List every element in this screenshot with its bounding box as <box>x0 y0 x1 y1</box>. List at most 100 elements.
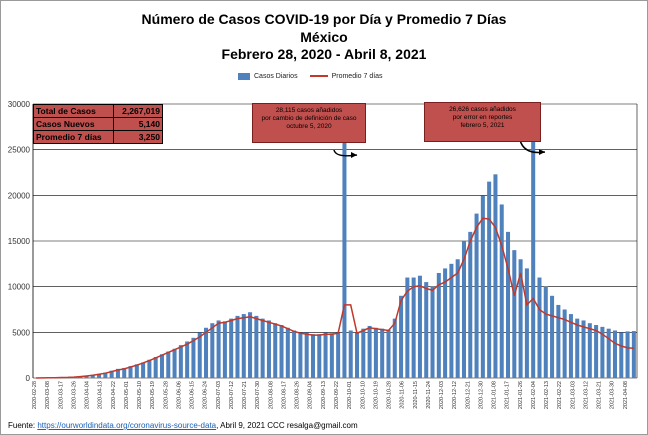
x-tick-label: 2020-10-10 <box>360 381 366 409</box>
x-tick-label: 2020-05-19 <box>150 381 156 409</box>
x-tick-label: 2020-07-30 <box>255 381 261 409</box>
bar <box>386 329 391 378</box>
x-tick-label: 2020-07-03 <box>216 381 222 409</box>
annotation-line: octubre 5, 2020 <box>286 123 332 130</box>
x-tick-label: 2021-03-12 <box>583 381 589 409</box>
legend-swatch-bars <box>238 72 250 80</box>
bar <box>493 174 498 378</box>
stats-label: Promedio 7 días <box>32 130 115 144</box>
bar <box>612 330 617 378</box>
y-tick-label: 0 <box>26 374 31 383</box>
bar <box>329 333 334 378</box>
bar <box>348 330 353 378</box>
bar <box>619 332 624 378</box>
bar <box>531 134 536 378</box>
bar <box>417 275 422 378</box>
y-tick-label: 15000 <box>8 237 31 246</box>
bar <box>474 213 479 378</box>
source-link[interactable]: https://ourworldindata.org/coronavirus-s… <box>37 421 217 430</box>
legend-label-bars: Casos Diarios <box>254 72 298 80</box>
bar <box>298 332 303 378</box>
bar <box>455 259 460 378</box>
x-tick-label: 2020-10-19 <box>373 381 379 409</box>
footer-prefix: Fuente: <box>8 421 38 430</box>
bar <box>575 318 580 378</box>
bar <box>254 315 259 378</box>
x-tick-label: 2021-02-13 <box>544 381 550 409</box>
bar <box>134 364 139 378</box>
stats-value: 3,250 <box>113 130 163 144</box>
bar <box>380 328 385 378</box>
annotation-line: 26,626 casos añadidos <box>449 106 516 113</box>
bar <box>367 325 372 378</box>
bar <box>115 368 120 378</box>
x-tick-label: 2020-11-24 <box>426 381 432 409</box>
bar <box>229 318 234 378</box>
chart-subtitle-daterange: Febrero 28, 2020 - Abril 8, 2021 <box>221 46 427 62</box>
x-tick-label: 2020-02-28 <box>32 381 38 409</box>
bar <box>443 268 448 378</box>
bar <box>204 327 209 378</box>
source-footer: Fuente: https://ourworldindata.org/coron… <box>8 421 358 430</box>
x-tick-label: 2020-08-17 <box>281 381 287 409</box>
series-line-7day-avg <box>36 217 634 379</box>
y-tick-label: 5000 <box>12 328 30 337</box>
bar <box>273 323 278 378</box>
bar <box>487 181 492 378</box>
x-tick-label: 2021-02-04 <box>531 381 537 409</box>
bar <box>543 286 548 378</box>
bar <box>90 374 95 378</box>
bar <box>128 366 133 378</box>
y-tick-label: 10000 <box>8 283 31 292</box>
x-tick-label: 2020-03-26 <box>71 381 77 409</box>
stats-label: Casos Nuevos <box>32 117 115 131</box>
annotation-line: 28,115 casos añadidos <box>275 107 343 114</box>
x-tick-label: 2020-06-24 <box>203 381 209 409</box>
x-tick-label: 2020-10-01 <box>347 381 353 409</box>
bar <box>317 334 322 378</box>
bar <box>122 367 127 378</box>
bar <box>97 373 102 378</box>
x-tick-label: 2020-11-15 <box>413 381 419 409</box>
bar <box>336 332 341 378</box>
bar <box>631 331 636 378</box>
bar <box>430 286 435 378</box>
chart-title: Número de Casos COVID-19 por Día y Prome… <box>141 11 507 27</box>
bar <box>581 320 586 378</box>
x-tick-label: 2020-11-06 <box>400 381 406 409</box>
bar <box>103 372 108 378</box>
chart-subtitle-country: México <box>300 29 348 45</box>
annotation-october: 28,115 casos añadidos por cambio de defi… <box>252 103 366 143</box>
stats-row-total: Total de Casos 2,267,019 <box>32 104 163 118</box>
stats-row-new: Casos Nuevos 5,140 <box>32 117 163 131</box>
x-tick-label: 2020-04-04 <box>85 381 91 409</box>
annotation-line: por error en reportes <box>452 114 513 121</box>
bar <box>512 250 517 378</box>
annotation-arrow-february-head <box>539 149 545 155</box>
annotation-line: febrero 5, 2021 <box>460 122 505 129</box>
bar <box>355 332 360 378</box>
bar <box>172 348 177 378</box>
x-tick-label: 2020-03-08 <box>45 381 51 409</box>
bar <box>405 277 410 378</box>
stats-box: Total de Casos 2,267,019 Casos Nuevos 5,… <box>32 104 163 144</box>
bar <box>222 321 227 378</box>
stats-label: Total de Casos <box>32 104 115 118</box>
bar <box>84 375 89 378</box>
stats-value: 2,267,019 <box>113 104 163 118</box>
x-tick-label: 2020-08-26 <box>295 381 301 409</box>
bar <box>518 259 523 378</box>
bar <box>562 309 567 378</box>
x-tick-label: 2021-01-08 <box>492 381 498 409</box>
x-tick-label: 2021-02-22 <box>557 381 563 409</box>
bar <box>235 315 240 378</box>
x-tick-label: 2020-10-28 <box>387 381 393 409</box>
stats-value: 5,140 <box>113 117 163 131</box>
x-tick-label: 2020-04-22 <box>111 381 117 409</box>
annotation-february: 26,626 casos añadidos por error en repor… <box>424 102 541 142</box>
bar <box>185 341 190 378</box>
bar <box>159 354 164 378</box>
x-tick-label: 2020-12-21 <box>465 381 471 409</box>
x-tick-label: 2020-09-22 <box>334 381 340 409</box>
bar <box>550 295 555 378</box>
